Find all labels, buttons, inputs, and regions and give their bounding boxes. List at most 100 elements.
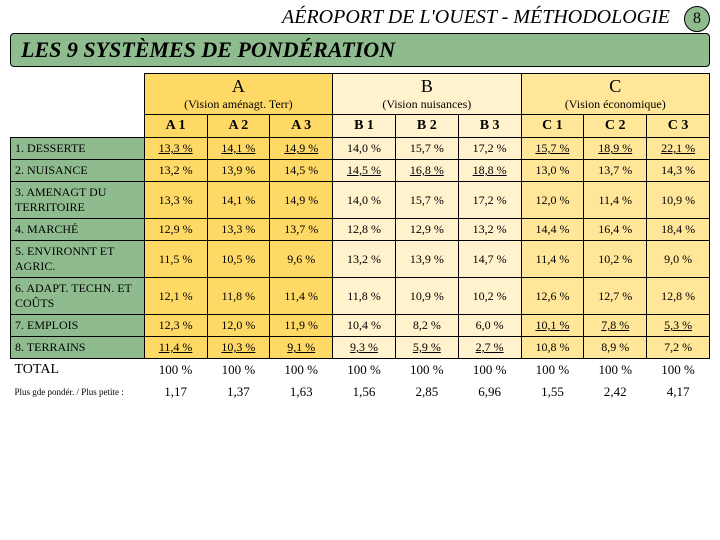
subcol: B 3 <box>458 115 521 138</box>
total-cell: 100 % <box>207 359 270 382</box>
data-cell: 10,8 % <box>521 337 584 359</box>
data-cell: 10,4 % <box>333 315 396 337</box>
data-cell: 12,8 % <box>647 278 710 315</box>
total-cell: 100 % <box>584 359 647 382</box>
data-cell: 13,9 % <box>395 241 458 278</box>
data-cell: 14,7 % <box>458 241 521 278</box>
total-cell: 100 % <box>270 359 333 382</box>
data-cell: 5,9 % <box>395 337 458 359</box>
data-cell: 5,3 % <box>647 315 710 337</box>
table-row: 7. EMPLOIS12,3 %12,0 %11,9 %10,4 %8,2 %6… <box>11 315 710 337</box>
ratio-cell: 6,96 <box>458 381 521 403</box>
data-cell: 14,1 % <box>207 182 270 219</box>
data-cell: 15,7 % <box>521 138 584 160</box>
data-cell: 13,2 % <box>144 160 207 182</box>
data-cell: 22,1 % <box>647 138 710 160</box>
data-cell: 11,4 % <box>270 278 333 315</box>
data-cell: 17,2 % <box>458 182 521 219</box>
data-cell: 8,9 % <box>584 337 647 359</box>
data-cell: 14,1 % <box>207 138 270 160</box>
data-cell: 7,8 % <box>584 315 647 337</box>
total-label: TOTAL <box>11 359 145 382</box>
data-cell: 18,4 % <box>647 219 710 241</box>
data-cell: 10,2 % <box>584 241 647 278</box>
table-row: 5. ENVIRONNT ET AGRIC.11,5 %10,5 %9,6 %1… <box>11 241 710 278</box>
data-cell: 12,0 % <box>207 315 270 337</box>
data-cell: 12,9 % <box>144 219 207 241</box>
data-cell: 16,8 % <box>395 160 458 182</box>
total-cell: 100 % <box>333 359 396 382</box>
row-label: 1. DESSERTE <box>11 138 145 160</box>
data-cell: 14,5 % <box>333 160 396 182</box>
data-cell: 11,8 % <box>333 278 396 315</box>
subcol: C 1 <box>521 115 584 138</box>
slide-header: AÉROPORT DE L'OUEST - MÉTHODOLOGIE <box>10 6 710 29</box>
data-cell: 13,7 % <box>270 219 333 241</box>
data-cell: 9,1 % <box>270 337 333 359</box>
data-cell: 13,9 % <box>207 160 270 182</box>
data-cell: 14,9 % <box>270 182 333 219</box>
subcol: A 2 <box>207 115 270 138</box>
data-cell: 9,3 % <box>333 337 396 359</box>
ratio-cell: 2,42 <box>584 381 647 403</box>
row-label: 7. EMPLOIS <box>11 315 145 337</box>
data-cell: 14,9 % <box>270 138 333 160</box>
data-cell: 9,0 % <box>647 241 710 278</box>
total-cell: 100 % <box>647 359 710 382</box>
data-cell: 13,0 % <box>521 160 584 182</box>
data-cell: 10,1 % <box>521 315 584 337</box>
data-cell: 10,3 % <box>207 337 270 359</box>
data-cell: 14,0 % <box>333 182 396 219</box>
data-cell: 14,3 % <box>647 160 710 182</box>
group-b-sub: (Vision nuisances) <box>333 97 521 115</box>
data-cell: 13,3 % <box>207 219 270 241</box>
group-b-header: B <box>333 74 521 98</box>
row-label: 4. MARCHÉ <box>11 219 145 241</box>
data-cell: 11,9 % <box>270 315 333 337</box>
data-cell: 7,2 % <box>647 337 710 359</box>
row-label: 3. AMENAGT DU TERRITOIRE <box>11 182 145 219</box>
data-cell: 10,5 % <box>207 241 270 278</box>
ratio-cell: 1,55 <box>521 381 584 403</box>
table-row: 8. TERRAINS11,4 %10,3 %9,1 %9,3 %5,9 %2,… <box>11 337 710 359</box>
row-label: 8. TERRAINS <box>11 337 145 359</box>
row-label: 2. NUISANCE <box>11 160 145 182</box>
data-cell: 15,7 % <box>395 138 458 160</box>
total-cell: 100 % <box>458 359 521 382</box>
table-row: 3. AMENAGT DU TERRITOIRE13,3 %14,1 %14,9… <box>11 182 710 219</box>
ratio-cell: 1,56 <box>333 381 396 403</box>
subcol: B 2 <box>395 115 458 138</box>
data-cell: 12,7 % <box>584 278 647 315</box>
table-row: 6. ADAPT. TECHN. ET COÛTS12,1 %11,8 %11,… <box>11 278 710 315</box>
data-cell: 13,3 % <box>144 138 207 160</box>
subcol: A 3 <box>270 115 333 138</box>
group-c-sub: (Vision économique) <box>521 97 709 115</box>
group-a-sub: (Vision aménagt. Terr) <box>144 97 332 115</box>
row-label: 6. ADAPT. TECHN. ET COÛTS <box>11 278 145 315</box>
table-row: 4. MARCHÉ12,9 %13,3 %13,7 %12,8 %12,9 %1… <box>11 219 710 241</box>
ratio-cell: 4,17 <box>647 381 710 403</box>
group-a-header: A <box>144 74 332 98</box>
subcol: B 1 <box>333 115 396 138</box>
total-cell: 100 % <box>144 359 207 382</box>
data-cell: 12,6 % <box>521 278 584 315</box>
data-cell: 11,5 % <box>144 241 207 278</box>
data-cell: 13,2 % <box>333 241 396 278</box>
corner-cell <box>11 74 145 138</box>
subcol: A 1 <box>144 115 207 138</box>
table-row: 1. DESSERTE13,3 %14,1 %14,9 %14,0 %15,7 … <box>11 138 710 160</box>
total-cell: 100 % <box>395 359 458 382</box>
data-cell: 10,9 % <box>395 278 458 315</box>
data-cell: 16,4 % <box>584 219 647 241</box>
subtitle-bar: LES 9 SYSTÈMES DE PONDÉRATION <box>10 33 710 67</box>
data-cell: 18,8 % <box>458 160 521 182</box>
data-cell: 13,2 % <box>458 219 521 241</box>
data-cell: 12,9 % <box>395 219 458 241</box>
data-cell: 14,5 % <box>270 160 333 182</box>
data-cell: 14,0 % <box>333 138 396 160</box>
table-row: 2. NUISANCE13,2 %13,9 %14,5 %14,5 %16,8 … <box>11 160 710 182</box>
data-cell: 18,9 % <box>584 138 647 160</box>
data-cell: 11,4 % <box>521 241 584 278</box>
data-cell: 14,4 % <box>521 219 584 241</box>
data-cell: 11,8 % <box>207 278 270 315</box>
